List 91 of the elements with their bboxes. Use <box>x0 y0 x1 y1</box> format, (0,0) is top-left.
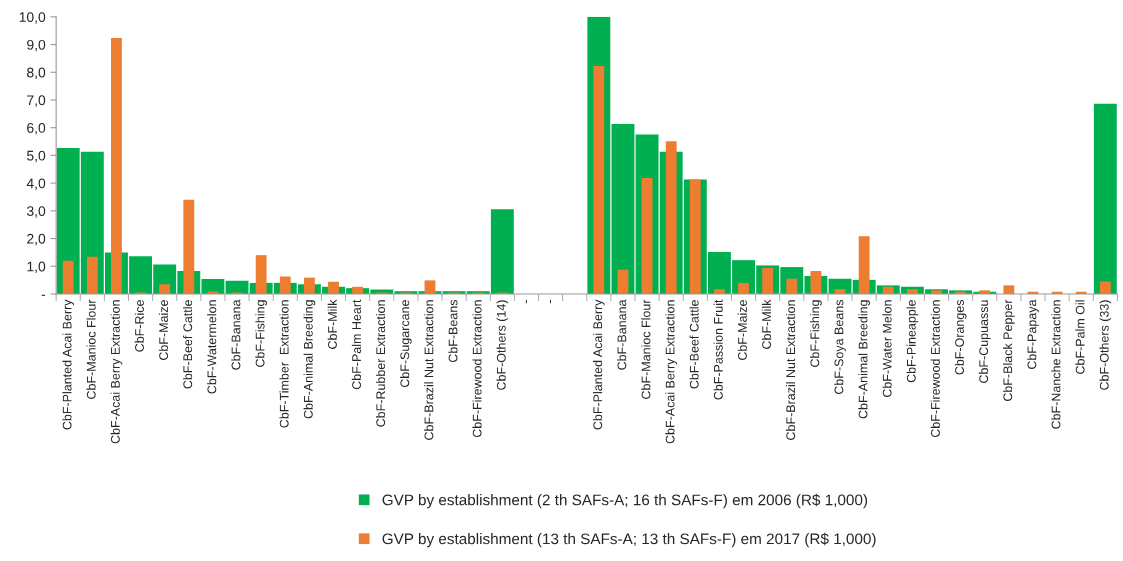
bar <box>617 269 629 294</box>
x-tick-label: CbF-Planted Acai Berry <box>62 299 75 430</box>
bar <box>111 37 122 294</box>
bar <box>1003 285 1015 294</box>
x-tick-label: CbF-Firewood Extraction <box>930 300 940 438</box>
bar <box>255 255 267 294</box>
y-tick-label: - <box>41 294 46 296</box>
x-tick-label: CbF-Beef Cattle <box>689 300 699 389</box>
bar <box>424 280 436 294</box>
y-tick-label: 10,0 <box>19 12 46 24</box>
x-tick-label: CbF-Acai Berry Extraction <box>665 300 678 444</box>
bar <box>352 286 364 294</box>
bar <box>593 65 605 294</box>
bar <box>86 256 98 294</box>
x-tick-label: - <box>525 300 527 304</box>
y-tick-label: 2,0 <box>27 233 46 246</box>
x-tick-label: CbF-Acai Berry Extraction <box>110 300 123 444</box>
bar <box>1099 281 1111 294</box>
x-tick-label: CbF-Sugarcane <box>400 300 412 388</box>
bar <box>762 267 774 294</box>
bar <box>665 141 677 294</box>
x-tick-label: CbF-Nanche Extraction <box>1051 300 1061 429</box>
bar <box>882 286 894 294</box>
x-tick-label: CbF-Soya Beans <box>834 299 846 395</box>
bar <box>1075 291 1087 294</box>
y-tick-label: 9,0 <box>27 39 46 52</box>
x-tick-label: CbF-Papaya <box>1027 299 1039 370</box>
x-tick-label: CbF-Planted Acai Berry <box>593 299 605 430</box>
x-tick-label: CbF-Timber Extraction <box>279 300 289 428</box>
y-tick-label: 3,0 <box>26 206 46 218</box>
y-tick-label: 1,0 <box>27 261 46 274</box>
x-tick-label: CbF-Firewood Extraction <box>472 300 482 438</box>
y-tick-label: 5,0 <box>26 150 46 163</box>
bar <box>931 290 942 294</box>
x-tick-label: CbF-Brazil Nut Extraction <box>785 300 796 440</box>
bar <box>1093 103 1117 294</box>
bar <box>207 291 219 294</box>
x-tick-label: CbF-Fishing <box>255 300 267 367</box>
bar <box>979 290 991 294</box>
x-tick-label: CbF-Oranges <box>954 299 967 375</box>
x-tick-label: CbF-Fishing <box>810 300 822 367</box>
bar <box>183 199 195 294</box>
bar <box>714 289 725 294</box>
x-tick-label: CbF-Animal Breeding <box>303 300 316 419</box>
x-tick-label: CbF-Black Pepper <box>1003 299 1015 401</box>
x-tick-label: CbF-Brazil Nut Extraction <box>424 300 434 440</box>
y-tick-label: 7,0 <box>27 95 46 107</box>
x-tick-label: CbF-Rubber Extraction <box>375 300 386 427</box>
x-tick-label: CbF-Animal Breeding <box>858 300 870 419</box>
x-tick-label: CbF-Maize <box>737 300 747 360</box>
bar <box>955 291 967 294</box>
bar <box>786 278 798 294</box>
x-tick-label: CbF-Palm Oil <box>1075 300 1085 374</box>
x-tick-label: CbF-Others (33) <box>1099 300 1112 390</box>
bar <box>159 284 171 294</box>
bar <box>328 281 339 294</box>
bar <box>738 282 749 294</box>
y-tick-label: 4,0 <box>26 178 46 190</box>
bar <box>834 289 846 294</box>
x-tick-label: CbF-Beef Cattle <box>182 300 193 389</box>
legend-label: GVP by establishment (13 th SAFs-A; 13 th SAFs-F) em 2017 (R$ 1,000) <box>382 532 876 548</box>
bar <box>225 280 249 294</box>
x-tick-label: - <box>550 300 551 304</box>
x-tick-label: CbF-Beans <box>448 299 458 363</box>
x-tick-label: CbF-Rice <box>134 300 144 352</box>
x-tick-label: CbF-Pineapple <box>906 300 919 383</box>
bar <box>906 289 918 294</box>
bar <box>1051 291 1063 294</box>
x-tick-label: CbF-Others (14) <box>496 300 509 390</box>
legend-label: GVP by establishment (2 th SAFs-A; 16 th SAFs-F) em 2006 (R$ 1,000) <box>382 493 868 509</box>
bar <box>858 236 870 294</box>
bar <box>810 270 822 294</box>
y-tick-label: 6,0 <box>27 123 46 135</box>
x-tick-label: CbF-Watermelon <box>207 300 217 394</box>
x-tick-label: CbF-Banana <box>231 299 241 370</box>
x-tick-label: CbF-Manioc Flour <box>86 299 96 399</box>
x-tick-label: CbF-Passion Fruit <box>713 299 723 400</box>
x-tick-label: CbF-Palm Heart <box>351 299 361 390</box>
y-tick-label: 8,0 <box>27 67 46 80</box>
x-tick-label: CbF-Milk <box>327 299 337 349</box>
x-tick-label: CbF-Maize <box>158 300 169 360</box>
bar <box>689 179 701 294</box>
x-tick-label: CbF-Milk <box>761 299 772 349</box>
bar <box>62 260 74 294</box>
x-tick-label: CbF-Banana <box>617 299 627 370</box>
x-tick-label: CbF-Manioc Flour <box>641 299 651 399</box>
x-tick-label: CbF-Cupuassu <box>978 300 991 383</box>
x-tick-label: CbF-Water Melon <box>882 300 892 398</box>
bar <box>303 277 315 294</box>
bar <box>641 178 653 294</box>
bar <box>279 276 291 294</box>
